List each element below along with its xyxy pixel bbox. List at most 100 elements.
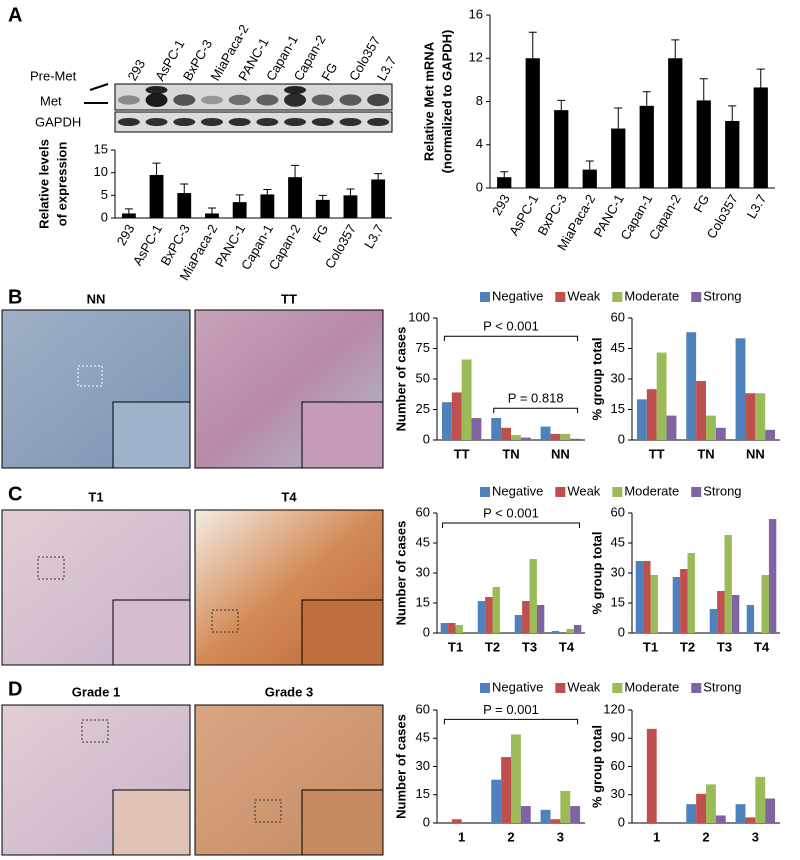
bracket	[493, 407, 579, 414]
legend-label: Moderate	[624, 679, 679, 694]
bar: Negative	[686, 332, 697, 440]
x-tick-label: L3.7	[361, 222, 387, 251]
bar: Weak	[745, 817, 756, 823]
x-tick-label: T2	[485, 639, 500, 654]
bar: Negative	[635, 561, 644, 633]
bar: Negative	[709, 609, 718, 633]
band	[311, 94, 334, 106]
image-label: Grade 3	[265, 684, 313, 699]
image-label: T4	[281, 489, 297, 504]
x-tick-label: FG	[309, 222, 331, 245]
band	[284, 118, 307, 126]
band	[200, 118, 223, 126]
y-axis-label: % group total	[589, 531, 604, 614]
x-tick-label: 3	[557, 829, 564, 844]
legend-label: Weak	[567, 483, 600, 498]
bar	[149, 174, 164, 218]
bar	[121, 213, 136, 218]
legend-label: Moderate	[624, 288, 679, 303]
bar	[570, 806, 581, 823]
y-tick-label: 60	[611, 504, 625, 519]
x-tick-label: T2	[680, 639, 695, 654]
x-tick-label: T3	[717, 639, 732, 654]
y-tick-label: 10	[94, 164, 108, 179]
error-bar	[207, 207, 216, 214]
bar	[550, 819, 561, 823]
bar: Moderate	[706, 784, 716, 823]
error-bar	[614, 107, 623, 129]
blot-label: Met	[40, 93, 62, 108]
bar: Weak	[646, 389, 657, 440]
bar	[551, 631, 560, 633]
y-tick-label: 15	[611, 401, 625, 416]
bar	[511, 734, 521, 823]
image-label: T1	[88, 489, 103, 504]
y-axis-label: of expression	[54, 142, 69, 227]
lane-label: 293	[124, 57, 148, 83]
image-label: TT	[281, 291, 297, 306]
bracket	[443, 335, 579, 342]
bar	[511, 435, 521, 440]
y-tick-label: 75	[416, 340, 430, 355]
y-tick-label: 120	[603, 701, 625, 716]
x-tick-label: 1	[458, 829, 465, 844]
bar	[725, 120, 740, 188]
bar	[522, 601, 530, 633]
y-tick-label: 45	[611, 534, 625, 549]
bar	[554, 110, 569, 188]
x-tick-label: NN	[746, 446, 765, 461]
error-bar	[500, 171, 509, 178]
legend-swatch	[555, 683, 566, 693]
y-tick-label: 60	[611, 309, 625, 324]
x-tick-label: T1	[643, 639, 658, 654]
legend-swatch	[612, 487, 623, 497]
bar: Weak	[717, 591, 725, 633]
y-tick-label: 5	[101, 187, 108, 202]
error-bar	[671, 39, 680, 59]
bar: Weak	[696, 793, 706, 823]
bar: Moderate	[687, 553, 695, 633]
y-tick-label: 0	[423, 431, 430, 446]
y-tick-label: 50	[416, 370, 430, 385]
error-bar	[235, 194, 244, 203]
error-bar	[756, 68, 765, 88]
bar	[260, 194, 275, 218]
bar	[540, 426, 551, 440]
y-tick-label: 60	[611, 758, 625, 773]
band	[117, 118, 140, 126]
panel-letter: B	[8, 286, 22, 308]
y-tick-label: 0	[423, 624, 430, 639]
error-bar	[291, 164, 300, 178]
error-bar	[528, 31, 537, 59]
y-tick-label: 15	[416, 786, 430, 801]
x-tick-label: TT	[454, 446, 470, 461]
annotation: P < 0.001	[483, 319, 539, 334]
bar	[315, 199, 330, 218]
band	[145, 93, 168, 107]
bar	[451, 819, 462, 823]
bar	[753, 87, 768, 188]
x-tick-label: 293	[489, 192, 513, 218]
band	[228, 94, 251, 106]
legend-swatch	[555, 292, 566, 302]
bracket	[443, 718, 579, 725]
bar	[570, 438, 581, 440]
bar	[560, 433, 571, 440]
band	[284, 86, 307, 94]
annotation: P = 0.818	[508, 391, 564, 406]
x-tick-label: 1	[653, 829, 660, 844]
error-bar	[557, 99, 566, 111]
legend-label: Negative	[492, 288, 543, 303]
band	[145, 118, 168, 126]
panel-letter: C	[8, 483, 22, 505]
bar: Moderate	[755, 776, 766, 823]
bar: Moderate	[724, 535, 732, 633]
bar	[611, 128, 626, 188]
legend-swatch	[612, 683, 623, 693]
bar: Negative	[672, 577, 681, 633]
y-tick-label: 8	[476, 93, 483, 108]
bar	[451, 392, 462, 440]
legend-swatch	[691, 487, 702, 497]
bar	[491, 418, 502, 440]
bar	[232, 202, 247, 218]
